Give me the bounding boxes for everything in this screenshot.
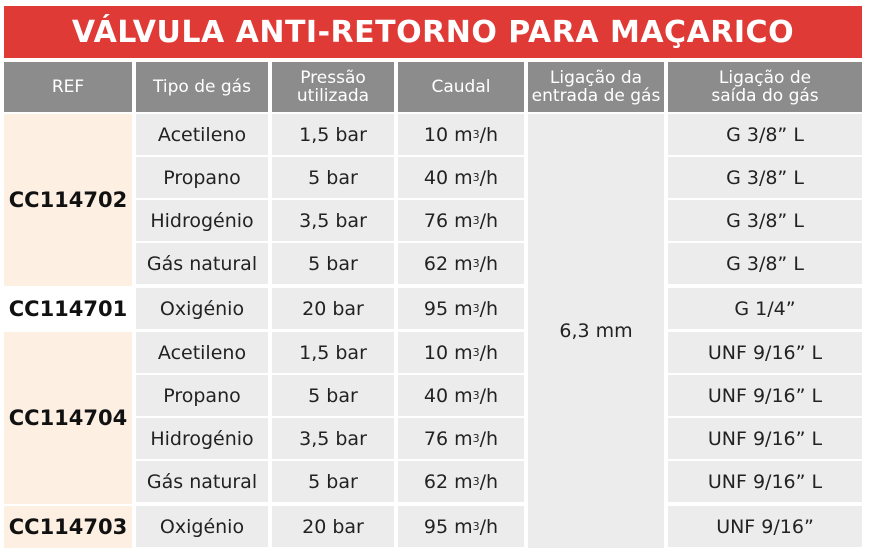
pressao-cell: 20 bar: [272, 288, 394, 329]
caudal-value: 76 m: [423, 209, 473, 232]
saida-cell: UNF 9/16” L: [668, 461, 862, 502]
saida-cell: UNF 9/16” L: [668, 332, 862, 373]
header-caudal: Caudal: [398, 62, 524, 112]
gas-cell: Oxigénio: [136, 506, 268, 547]
caudal-value: 95 m: [423, 515, 473, 538]
pressao-cell: 3,5 bar: [272, 200, 394, 241]
caudal-unit-suffix: /h: [479, 427, 499, 450]
table-title-bar: VÁLVULA ANTI-RETORNO PARA MAÇARICO: [4, 6, 862, 58]
caudal-unit-exponent: 3: [472, 128, 480, 141]
gas-cell: Acetileno: [136, 332, 268, 373]
caudal-value: 10 m: [423, 123, 473, 146]
pressao-cell: 5 bar: [272, 375, 394, 416]
gas-cell: Acetileno: [136, 114, 268, 155]
saida-cell: UNF 9/16” L: [668, 418, 862, 459]
caudal-unit-suffix: /h: [479, 297, 499, 320]
caudal-unit-exponent: 3: [472, 520, 480, 533]
gas-cell: Gás natural: [136, 243, 268, 284]
gas-cell: Propano: [136, 375, 268, 416]
gas-cell: Propano: [136, 157, 268, 198]
caudal-unit-suffix: /h: [479, 252, 499, 275]
ref-cell: CC114702: [4, 114, 132, 286]
pressao-cell: 5 bar: [272, 461, 394, 502]
header-entrada: Ligação da entrada de gás: [528, 62, 664, 112]
pressao-cell: 1,5 bar: [272, 332, 394, 373]
ref-cell: CC114701: [4, 288, 132, 330]
caudal-value: 40 m: [423, 384, 473, 407]
caudal-unit-suffix: /h: [479, 209, 499, 232]
caudal-value: 95 m: [423, 297, 473, 320]
header-ref: REF: [4, 62, 132, 112]
ref-cell: CC114703: [4, 506, 132, 548]
caudal-unit-exponent: 3: [472, 214, 480, 227]
header-row: REF Tipo de gás Pressão utilizada Caudal…: [4, 62, 862, 112]
caudal-unit-exponent: 3: [472, 171, 480, 184]
gas-cell: Hidrogénio: [136, 418, 268, 459]
saida-cell: G 3/8” L: [668, 157, 862, 198]
ref-cell: CC114704: [4, 332, 132, 504]
caudal-value: 62 m: [423, 470, 473, 493]
header-pressao: Pressão utilizada: [272, 62, 394, 112]
saida-cell: G 1/4”: [668, 288, 862, 329]
caudal-unit-exponent: 3: [472, 389, 480, 402]
gas-cell: Oxigénio: [136, 288, 268, 329]
saida-cell: G 3/8” L: [668, 200, 862, 241]
caudal-unit-exponent: 3: [472, 302, 480, 315]
caudal-unit-suffix: /h: [479, 384, 499, 407]
saida-cell: UNF 9/16” L: [668, 375, 862, 416]
caudal-unit-suffix: /h: [479, 341, 499, 364]
caudal-unit-exponent: 3: [472, 257, 480, 270]
caudal-unit-suffix: /h: [479, 123, 499, 146]
caudal-unit-exponent: 3: [472, 475, 480, 488]
saida-cell: UNF 9/16”: [668, 506, 862, 547]
caudal-unit-exponent: 3: [472, 346, 480, 359]
pressao-cell: 3,5 bar: [272, 418, 394, 459]
caudal-unit-suffix: /h: [479, 470, 499, 493]
caudal-unit-suffix: /h: [479, 515, 499, 538]
caudal-value: 62 m: [423, 252, 473, 275]
saida-cell: G 3/8” L: [668, 243, 862, 284]
gas-cell: Gás natural: [136, 461, 268, 502]
pressao-cell: 5 bar: [272, 243, 394, 284]
gas-cell: Hidrogénio: [136, 200, 268, 241]
caudal-unit-suffix: /h: [479, 166, 499, 189]
caudal-unit-exponent: 3: [472, 432, 480, 445]
saida-cell: G 3/8” L: [668, 114, 862, 155]
caudal-value: 40 m: [423, 166, 473, 189]
pressao-cell: 5 bar: [272, 157, 394, 198]
pressao-cell: 1,5 bar: [272, 114, 394, 155]
header-tipo: Tipo de gás: [136, 62, 268, 112]
caudal-value: 10 m: [423, 341, 473, 364]
table-title: VÁLVULA ANTI-RETORNO PARA MAÇARICO: [71, 14, 795, 50]
caudal-value: 76 m: [423, 427, 473, 450]
pressao-cell: 20 bar: [272, 506, 394, 547]
entrada-cell: 6,3 mm: [528, 114, 664, 548]
header-saida: Ligação de saída do gás: [668, 62, 862, 112]
